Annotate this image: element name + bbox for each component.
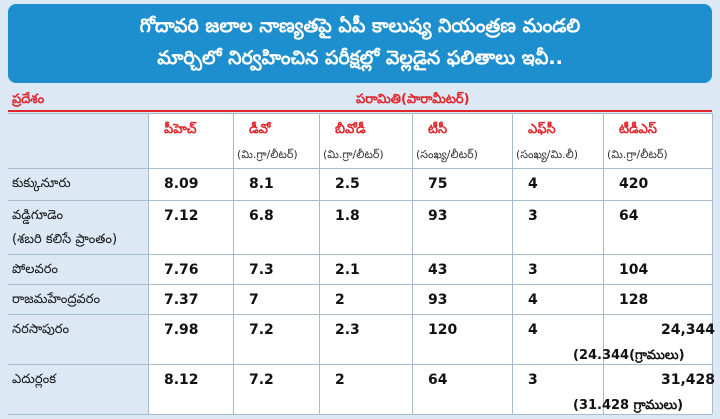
parameter-header: పరామితి(పారామీటర్) [356, 92, 470, 107]
table-cell-value: 6.8 [249, 208, 274, 224]
table-cell-value: 2.1 [335, 262, 360, 278]
column-header-unit: (మి.గ్రా/లీటర్) [237, 148, 298, 161]
row-divider [8, 254, 712, 255]
table-cell-value: 7.76 [164, 262, 199, 278]
column-header-name: ఎఫ్‌సీ [528, 122, 556, 137]
table-cell-value: 1.8 [335, 208, 360, 224]
column-divider [412, 113, 413, 414]
table-cell-value: 8.09 [164, 176, 199, 192]
table-cell-value: 7.98 [164, 322, 199, 338]
title-banner: గోదావరి జలాల నాణ్యతపై ఏపీ కాలుష్య నియంత్… [8, 4, 712, 83]
table-cell-value: 7 [249, 292, 259, 308]
region-header: ప్రదేశం [12, 92, 45, 107]
title-line-2: మార్చిలో నిర్వహించిన పరీక్షల్లో వెల్లడైన… [157, 47, 563, 69]
column-header-unit: (సంఖ్య/లీటర్) [416, 148, 478, 161]
table-cell-value: 7.3 [249, 262, 274, 278]
row-divider [8, 113, 712, 114]
table-cell-value: 93 [428, 208, 448, 224]
table-cell-value: 4 [528, 322, 538, 338]
row-place-name: పోలవరం [12, 262, 58, 277]
table-cell-value: 104 [619, 262, 649, 278]
table-cell-value: 43 [428, 262, 448, 278]
row-divider [8, 200, 712, 201]
table-cell-value: 2 [335, 292, 345, 308]
table-cell-value: 3 [528, 372, 538, 388]
table-cell-value: 3 [528, 208, 538, 224]
column-bg [604, 113, 712, 414]
table-cell-value: 8.1 [249, 176, 274, 192]
tds-gram-note: (31.428 గ్రాములు) [573, 398, 684, 413]
table-cell-value: 7.12 [164, 208, 199, 224]
table-cell-value: 24,344 [661, 322, 716, 338]
column-header-name: బీవోడీ [335, 122, 366, 137]
column-bg [513, 113, 603, 414]
table-cell-value: 120 [428, 322, 458, 338]
column-divider [512, 113, 513, 414]
row-divider [8, 284, 712, 285]
tds-gram-note: (24.344(గ్రాములు) [573, 348, 685, 363]
row-place-name: నరసాపురం [12, 322, 70, 337]
column-divider [148, 113, 149, 414]
row-divider [8, 414, 712, 415]
table-cell-value: 128 [619, 292, 649, 308]
table-cell-value: 2.3 [335, 322, 360, 338]
column-bg [320, 113, 412, 414]
table-cell-value: 7.2 [249, 322, 274, 338]
table-cell-value: 3 [528, 262, 538, 278]
column-header-unit: (మి.గ్రా/లీటర్) [607, 148, 668, 161]
table-cell-value: 420 [619, 176, 649, 192]
column-divider [603, 113, 604, 414]
table-cell-value: 64 [428, 372, 448, 388]
row-place-name: రాజమహేంద్రవరం [12, 292, 101, 307]
table-cell-value: 2.5 [335, 176, 360, 192]
column-header-name: పీహెచ్ [164, 122, 197, 137]
column-header-unit: (సంఖ్య/మి.లీ) [516, 148, 579, 161]
title-line-1: గోదావరి జలాల నాణ్యతపై ఏపీ కాలుష్య నియంత్… [139, 15, 581, 37]
table-cell-value: 31,428 [661, 372, 716, 388]
table-cell-value: 75 [428, 176, 448, 192]
column-divider [712, 113, 713, 414]
row-place-name: ఎదుర్లంక [12, 372, 57, 387]
table-cell-value: 64 [619, 208, 639, 224]
column-divider [319, 113, 320, 414]
row-divider [8, 168, 712, 169]
row-place-note: (శబరి కలిసే ప్రాంతం) [12, 232, 118, 247]
table-cell-value: 4 [528, 292, 538, 308]
table-cell-value: 7.37 [164, 292, 199, 308]
row-place-name: వడ్డిగూడెం [12, 208, 64, 223]
column-bg [149, 113, 233, 414]
row-place-name: కుక్కునూరు [12, 176, 71, 191]
table-cell-value: 7.2 [249, 372, 274, 388]
column-bg [234, 113, 319, 414]
column-header-name: డీవో [249, 122, 271, 137]
table-cell-value: 93 [428, 292, 448, 308]
column-header-unit: (మి.గ్రా/లీటర్) [323, 148, 384, 161]
row-divider [8, 314, 712, 315]
column-header-name: టీసీ [428, 122, 448, 137]
table-cell-value: 8.12 [164, 372, 199, 388]
row-divider [8, 364, 712, 365]
column-divider [233, 113, 234, 414]
column-header-name: టీడీఎస్ [619, 122, 658, 137]
table-cell-value: 4 [528, 176, 538, 192]
table-cell-value: 2 [335, 372, 345, 388]
column-bg [413, 113, 512, 414]
header-divider [8, 110, 712, 112]
